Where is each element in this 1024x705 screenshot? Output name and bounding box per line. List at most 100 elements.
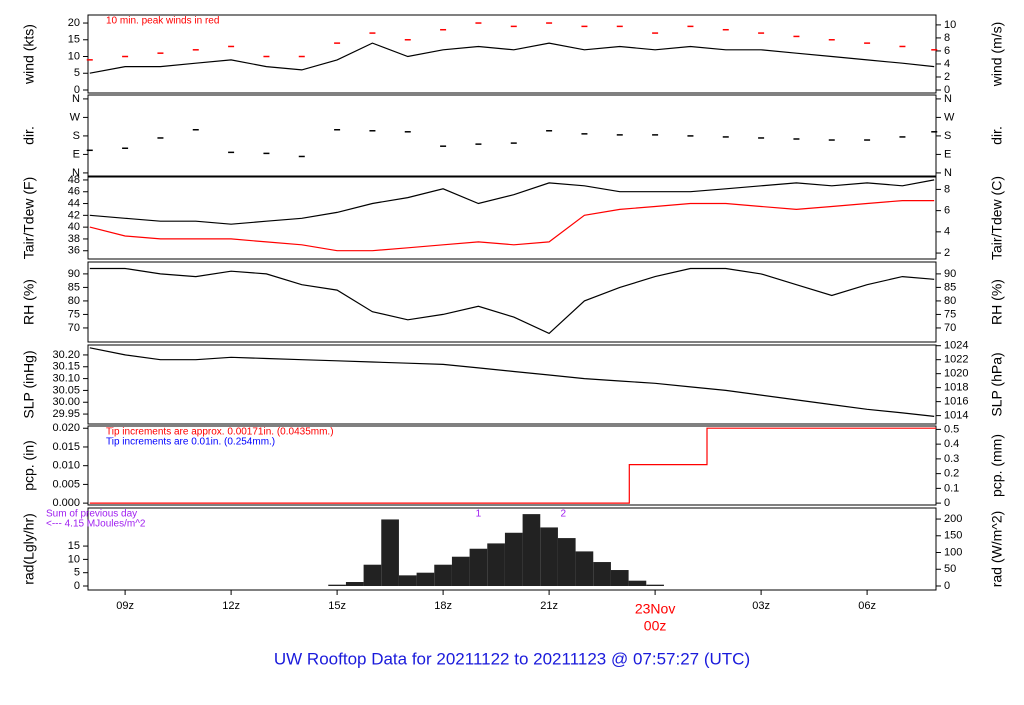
y-tick-label: 0: [74, 580, 80, 592]
y-tick-label: 70: [68, 322, 80, 334]
annotation: <--- 4.15 MJoules/m^2: [46, 519, 146, 530]
y2-axis-label: SLP (hPa): [989, 352, 1005, 416]
data-line: [89, 347, 935, 417]
y-tick-label: 15: [68, 34, 80, 46]
y2-tick-label: 1014: [944, 410, 968, 422]
annotation-marker: 1: [476, 509, 482, 520]
y2-tick-label: 8: [944, 183, 950, 195]
y2-tick-label: N: [944, 93, 952, 105]
data-bar: [434, 564, 452, 587]
y-tick-label: 29.95: [52, 408, 80, 420]
annotation: Tip increments are approx. 0.00171in. (0…: [106, 427, 334, 438]
panel-frame: [87, 14, 937, 94]
data-bar: [540, 527, 558, 587]
x-tick-label: 18z: [434, 600, 452, 612]
y-tick-label: 0.010: [52, 460, 80, 472]
y2-tick-label: 80: [944, 295, 956, 307]
data-bar: [487, 543, 505, 587]
y-axis-label: RH (%): [21, 279, 37, 325]
x-tick-label: 15z: [328, 600, 346, 612]
data-bar: [469, 548, 488, 587]
x-tick-label: 12z: [222, 600, 240, 612]
y-tick-label: E: [73, 148, 80, 160]
y2-tick-label: 0: [944, 497, 950, 509]
y-tick-label: 48: [68, 174, 80, 186]
y-tick-label: 80: [68, 295, 80, 307]
y-axis-label: pcp. (in): [21, 440, 37, 491]
y-tick-label: 36: [68, 245, 80, 257]
y2-tick-label: N: [944, 167, 952, 179]
y-tick-label: 0: [74, 84, 80, 96]
y-tick-label: W: [70, 111, 81, 123]
y-tick-label: 42: [68, 209, 80, 221]
y2-tick-label: 2: [944, 247, 950, 259]
chart-title: UW Rooftop Data for 20211122 to 20211123…: [274, 649, 750, 668]
y2-axis-label: rad (W/m^2): [989, 511, 1005, 588]
data-bar: [557, 538, 576, 587]
data-line: [89, 427, 936, 504]
y-tick-label: 10: [68, 553, 80, 565]
y-tick-label: 30.20: [52, 349, 80, 361]
data-bar: [398, 575, 417, 587]
annotation: Sum of previous day: [46, 509, 137, 520]
y2-tick-label: 0.2: [944, 468, 959, 480]
data-bar: [363, 564, 382, 587]
y2-tick-label: 10: [944, 19, 956, 31]
y-tick-label: N: [72, 167, 80, 179]
y2-tick-label: 4: [944, 226, 950, 238]
data-bar: [381, 519, 399, 587]
x-tick-label: 03z: [752, 600, 770, 612]
annotation: 10 min. peak winds in red: [106, 16, 219, 27]
data-bar: [416, 572, 435, 587]
y-axis-label: Tair/Tdew (F): [21, 177, 37, 259]
data-bar: [451, 556, 470, 587]
y-tick-label: 0.015: [52, 441, 80, 453]
panel-frame: [87, 261, 937, 343]
y2-tick-label: 1016: [944, 396, 968, 408]
data-bar: [345, 582, 364, 587]
x-tick-label: 09z: [116, 600, 134, 612]
y2-tick-label: S: [944, 130, 951, 142]
y2-tick-label: 1018: [944, 382, 968, 394]
y2-tick-label: 2: [944, 71, 950, 83]
y-axis-label: rad(Lgly/hr): [21, 513, 37, 585]
y-tick-label: 20: [68, 17, 80, 29]
y2-tick-label: 90: [944, 268, 956, 280]
data-line: [89, 267, 935, 335]
y2-tick-label: 8: [944, 32, 950, 44]
y-tick-label: 0.020: [52, 422, 80, 434]
annotation: Tip increments are 0.01in. (0.254mm.): [106, 437, 275, 448]
y2-tick-label: 6: [944, 205, 950, 217]
data-line: [89, 179, 935, 225]
y2-axis-label: pcp. (mm): [989, 434, 1005, 497]
y2-tick-label: E: [944, 148, 951, 160]
y-tick-label: 30.05: [52, 384, 80, 396]
y2-tick-label: 85: [944, 281, 956, 293]
y2-tick-label: 0.3: [944, 453, 959, 465]
y2-tick-label: 6: [944, 45, 950, 57]
y2-axis-label: dir.: [989, 126, 1005, 145]
y-tick-label: 0.005: [52, 478, 80, 490]
y-tick-label: 30.00: [52, 396, 80, 408]
y-tick-label: 10: [68, 50, 80, 62]
data-bar: [610, 570, 629, 587]
y2-tick-label: 0.5: [944, 423, 959, 435]
y2-tick-label: 1022: [944, 354, 968, 366]
annotation-marker: 2: [560, 509, 566, 520]
y2-axis-label: RH (%): [989, 279, 1005, 325]
y2-tick-label: 0: [944, 580, 950, 592]
y-axis-label: SLP (inHg): [21, 350, 37, 418]
y-tick-label: 5: [74, 567, 80, 579]
data-bar: [504, 532, 523, 587]
y-tick-label: S: [73, 130, 80, 142]
y-tick-label: 15: [68, 540, 80, 552]
y-tick-label: 0.000: [52, 497, 80, 509]
y-axis-label: wind (kts): [21, 24, 37, 85]
y-tick-label: 38: [68, 233, 80, 245]
y2-tick-label: 200: [944, 513, 962, 525]
y2-tick-label: 0: [944, 84, 950, 96]
y-axis-label: dir.: [21, 126, 37, 145]
y2-tick-label: 4: [944, 58, 950, 70]
data-bar: [646, 584, 664, 587]
